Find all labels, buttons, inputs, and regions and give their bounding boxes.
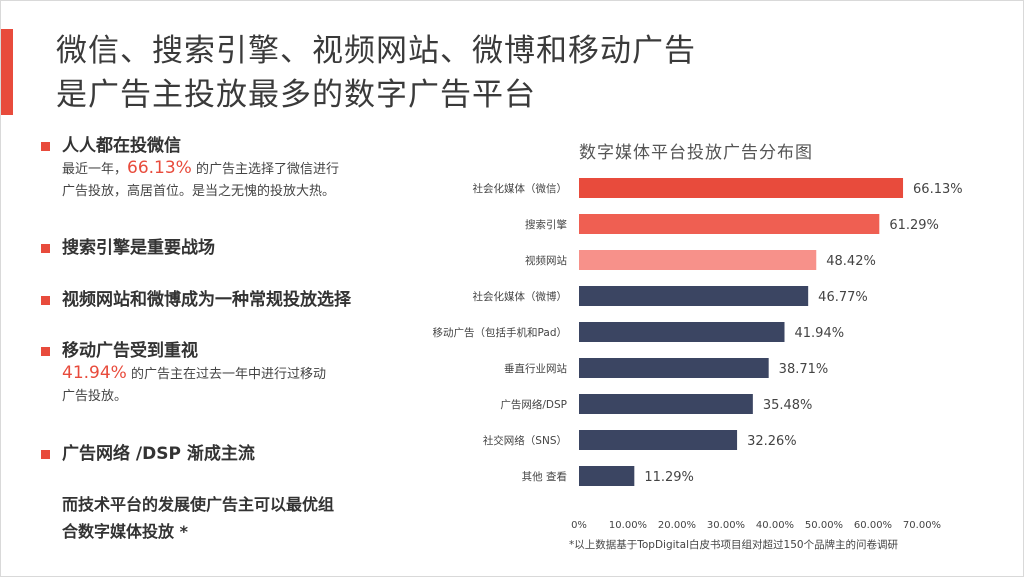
finding-video-weibo: 视频网站和微博成为一种常规投放选择 xyxy=(41,289,401,311)
closing-statement: 而技术平台的发展使广告主可以最优组 合数字媒体投放 * xyxy=(62,491,334,545)
highlight-percent: 66.13% xyxy=(127,158,192,178)
finding-heading: 视频网站和微博成为一种常规投放选择 xyxy=(62,290,351,310)
page-title: 微信、搜索引擎、视频网站、微博和移动广告 是广告主投放最多的数字广告平台 xyxy=(56,29,696,117)
finding-text-line2: 广告投放。 xyxy=(62,389,128,404)
bullet-square-icon xyxy=(41,449,50,459)
x-tick-label: 0% xyxy=(571,520,587,531)
finding-text: 最近一年，66.13% 的广告主选择了微信进行 广告投放，高居首位。是当之无愧的… xyxy=(41,157,401,203)
x-tick-label: 10.00% xyxy=(609,520,647,531)
title-accent-bar xyxy=(1,29,13,115)
x-tick-label: 20.00% xyxy=(658,520,696,531)
finding-heading: 人人都在投微信 xyxy=(62,136,181,156)
closing-line-2: 合数字媒体投放 * xyxy=(62,522,188,541)
finding-text-after: 的广告主选择了微信进行 xyxy=(191,162,339,177)
finding-wechat: 人人都在投微信 最近一年，66.13% 的广告主选择了微信进行 广告投放，高居首… xyxy=(41,135,401,203)
category-label: 广告网络/DSP xyxy=(500,398,567,411)
footnote: *以上数据基于TopDigital白皮书项目组对超过150个品牌主的问卷调研 xyxy=(569,539,899,551)
bar xyxy=(579,250,817,270)
finding-dsp: 广告网络 /DSP 渐成主流 xyxy=(41,443,401,465)
bar-chart: 社会化媒体（微信） 66.13% 搜索引擎 61.29% 视频网站 48.42% 社会化媒体… xyxy=(433,178,963,531)
value-label: 35.48% xyxy=(763,398,813,413)
value-label: 61.29% xyxy=(889,218,939,233)
category-label: 搜索引擎 xyxy=(525,218,567,231)
finding-text: 41.94% 的广告主在过去一年中进行过移动 广告投放。 xyxy=(41,362,401,408)
finding-search: 搜索引擎是重要战场 xyxy=(41,237,401,259)
value-label: 48.42% xyxy=(826,254,876,269)
finding-text-line2: 广告投放，高居首位。是当之无愧的投放大热。 xyxy=(62,184,336,199)
x-tick-label: 50.00% xyxy=(805,520,843,531)
x-tick-label: 40.00% xyxy=(756,520,794,531)
value-label: 32.26% xyxy=(747,434,797,449)
bullet-square-icon xyxy=(41,295,50,305)
value-label: 38.71% xyxy=(779,362,829,377)
category-label: 其他 查看 xyxy=(522,470,567,483)
value-label: 66.13% xyxy=(913,182,963,197)
title-line-2: 是广告主投放最多的数字广告平台 xyxy=(56,77,536,113)
highlight-percent: 41.94% xyxy=(62,363,127,383)
closing-line-1: 而技术平台的发展使广告主可以最优组 xyxy=(62,495,335,514)
bar xyxy=(579,178,904,198)
bullet-square-icon xyxy=(41,346,50,356)
category-label: 社交网络（SNS） xyxy=(483,434,567,447)
bullet-square-icon xyxy=(41,243,50,253)
category-label: 移动广告（包括手机和Pad） xyxy=(433,326,567,339)
finding-mobile: 移动广告受到重视 41.94% 的广告主在过去一年中进行过移动 广告投放。 xyxy=(41,340,401,408)
value-label: 46.77% xyxy=(818,290,868,305)
finding-heading: 搜索引擎是重要战场 xyxy=(62,238,215,258)
bar xyxy=(579,430,738,450)
bar xyxy=(579,358,769,378)
finding-text-after: 的广告主在过去一年中进行过移动 xyxy=(126,367,326,382)
title-line-1: 微信、搜索引擎、视频网站、微博和移动广告 xyxy=(56,33,696,69)
finding-heading: 广告网络 /DSP 渐成主流 xyxy=(62,444,255,464)
x-tick-label: 60.00% xyxy=(854,520,892,531)
bullet-square-icon xyxy=(41,141,50,151)
bar xyxy=(579,322,785,342)
chart-title: 数字媒体平台投放广告分布图 xyxy=(579,143,813,163)
category-label: 垂直行业网站 xyxy=(504,362,567,375)
x-tick-label: 30.00% xyxy=(707,520,745,531)
bar xyxy=(579,286,809,306)
category-label: 视频网站 xyxy=(525,254,567,267)
finding-text-before: 最近一年， xyxy=(62,162,128,177)
bar xyxy=(579,466,635,486)
category-label: 社会化媒体（微博） xyxy=(473,290,568,303)
value-label: 11.29% xyxy=(644,470,694,485)
bar xyxy=(579,214,880,234)
value-label: 41.94% xyxy=(795,326,845,341)
bar xyxy=(579,394,753,414)
finding-heading: 移动广告受到重视 xyxy=(62,341,198,361)
category-label: 社会化媒体（微信） xyxy=(473,182,568,195)
x-tick-label: 70.00% xyxy=(903,520,941,531)
